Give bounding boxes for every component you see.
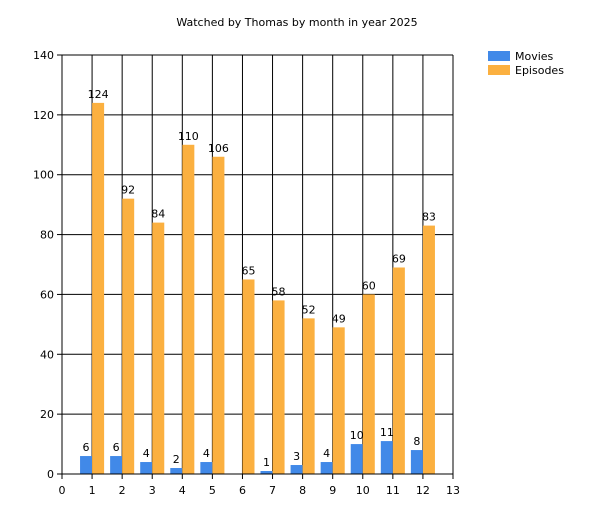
data-label-movies-10: 10	[350, 429, 364, 442]
data-label-episodes-1: 124	[88, 88, 109, 101]
data-label-episodes-3: 84	[151, 208, 165, 221]
data-label-movies-7: 1	[263, 456, 270, 469]
legend-label-movies: Movies	[515, 50, 554, 63]
bar-episodes-7	[272, 300, 285, 474]
bar-episodes-11	[392, 267, 405, 474]
data-label-episodes-9: 49	[332, 312, 346, 325]
y-tick-label: 0	[47, 468, 54, 481]
x-tick-label: 1	[89, 484, 96, 497]
bar-movies-1	[80, 456, 93, 474]
x-tick-label: 8	[299, 484, 306, 497]
data-label-episodes-6: 65	[241, 264, 255, 277]
data-label-movies-8: 3	[293, 450, 300, 463]
data-label-episodes-10: 60	[362, 279, 376, 292]
data-label-episodes-5: 106	[208, 142, 229, 155]
x-tick-label: 2	[119, 484, 126, 497]
x-tick-label: 5	[209, 484, 216, 497]
bar-episodes-8	[302, 318, 315, 474]
data-label-episodes-2: 92	[121, 184, 135, 197]
chart-title: Watched by Thomas by month in year 2025	[176, 16, 417, 29]
grid	[62, 54, 454, 474]
x-tick-label: 10	[356, 484, 370, 497]
x-tick-label: 6	[239, 484, 246, 497]
x-tick-label: 3	[149, 484, 156, 497]
data-label-episodes-12: 83	[422, 211, 436, 224]
data-label-movies-4: 2	[173, 453, 180, 466]
x-tick-label: 12	[416, 484, 430, 497]
bar-episodes-1	[92, 102, 105, 474]
y-tick-label: 100	[33, 169, 54, 182]
x-tick-label: 4	[179, 484, 186, 497]
bar-movies-5	[200, 462, 213, 474]
data-label-movies-1: 6	[83, 441, 90, 454]
bar-movies-4	[170, 468, 183, 474]
bar-movies-9	[320, 462, 333, 474]
bar-episodes-9	[332, 327, 345, 474]
bar-episodes-10	[362, 294, 375, 474]
bar-episodes-4	[182, 144, 195, 475]
y-tick-label: 140	[33, 49, 54, 62]
data-label-movies-11: 11	[380, 426, 394, 439]
y-tick-label: 120	[33, 109, 54, 122]
y-tick-label: 20	[40, 408, 54, 421]
bar-episodes-2	[122, 198, 135, 474]
data-label-episodes-4: 110	[178, 130, 199, 143]
bar-movies-12	[410, 450, 423, 474]
y-tick-label: 40	[40, 348, 54, 361]
data-label-episodes-11: 69	[392, 252, 406, 265]
data-label-episodes-7: 58	[272, 285, 286, 298]
data-label-episodes-8: 52	[302, 303, 316, 316]
x-tick-label: 9	[329, 484, 336, 497]
bar-movies-8	[290, 465, 303, 474]
bar-episodes-6	[242, 279, 255, 474]
legend-swatch-movies	[488, 51, 510, 61]
data-label-movies-2: 6	[113, 441, 120, 454]
bar-movies-2	[110, 456, 123, 474]
bar-movies-3	[140, 462, 153, 474]
bar-movies-7	[260, 471, 273, 474]
x-tick-label: 7	[269, 484, 276, 497]
bar-episodes-12	[422, 225, 435, 474]
legend-swatch-episodes	[488, 65, 510, 75]
data-labels: 6 6 4 2 4 1 3 4 10 11 8 124 92 84 110 106 65 58 52 49 60 69 83	[83, 88, 436, 469]
legend-label-episodes: Episodes	[515, 64, 564, 77]
x-tick-label: 13	[446, 484, 460, 497]
bar-movies-11	[380, 441, 393, 474]
x-tick-label: 11	[386, 484, 400, 497]
data-label-movies-12: 8	[413, 435, 420, 448]
y-tick-label: 80	[40, 229, 54, 242]
bar-movies-10	[350, 444, 363, 474]
x-tick-label: 0	[59, 484, 66, 497]
data-label-movies-3: 4	[143, 447, 150, 460]
data-label-movies-5: 4	[203, 447, 210, 460]
y-tick-label: 60	[40, 288, 54, 301]
data-label-movies-9: 4	[323, 447, 330, 460]
bar-episodes-3	[152, 222, 165, 474]
bars	[80, 102, 435, 475]
bar-episodes-5	[212, 156, 225, 474]
